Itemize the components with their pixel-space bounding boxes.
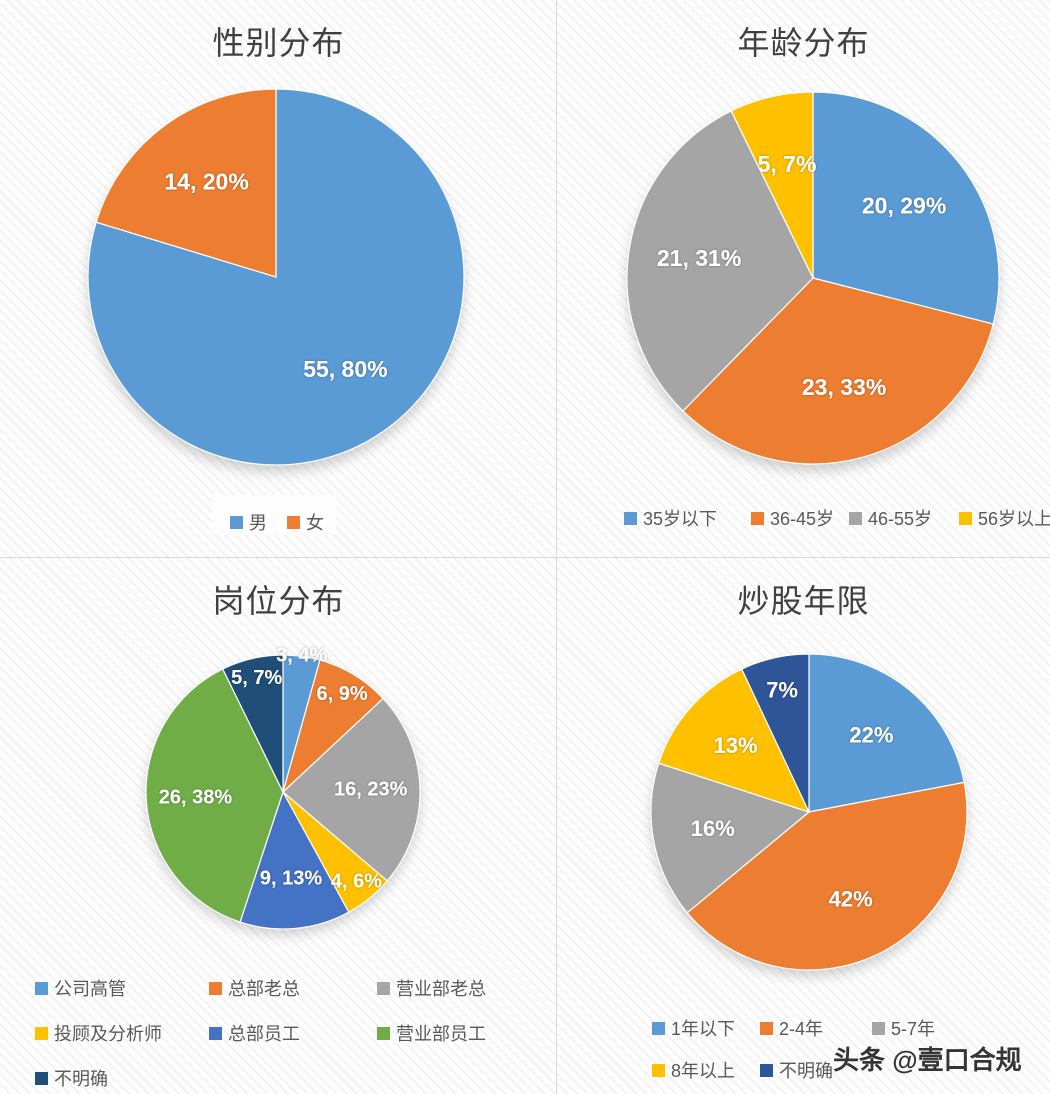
svg-text:9, 13%: 9, 13%: [260, 868, 322, 890]
svg-text:3, 4%: 3, 4%: [276, 645, 327, 667]
svg-text:20, 29%: 20, 29%: [862, 192, 946, 218]
svg-text:55, 80%: 55, 80%: [303, 356, 387, 382]
svg-text:21, 31%: 21, 31%: [657, 245, 741, 271]
svg-text:6, 9%: 6, 9%: [317, 683, 368, 705]
svg-text:16%: 16%: [691, 816, 735, 841]
svg-text:4, 6%: 4, 6%: [331, 871, 382, 893]
svg-text:26, 38%: 26, 38%: [159, 786, 233, 808]
svg-text:13%: 13%: [713, 733, 757, 758]
svg-text:5, 7%: 5, 7%: [231, 667, 282, 689]
svg-text:22%: 22%: [849, 722, 893, 747]
svg-text:42%: 42%: [829, 886, 873, 911]
svg-text:7%: 7%: [766, 678, 798, 703]
svg-text:23, 33%: 23, 33%: [802, 374, 886, 400]
svg-text:5, 7%: 5, 7%: [758, 151, 817, 177]
svg-text:16, 23%: 16, 23%: [334, 778, 408, 800]
svg-text:14, 20%: 14, 20%: [164, 168, 248, 194]
